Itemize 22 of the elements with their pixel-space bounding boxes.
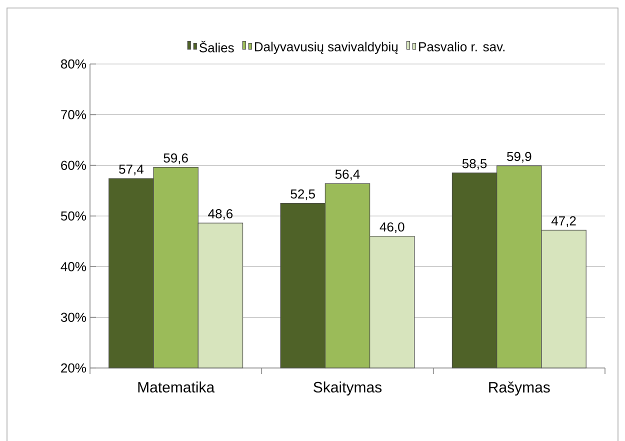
y-tick-label: 30% bbox=[60, 312, 86, 322]
data-label: 46,0 bbox=[380, 222, 404, 234]
y-tick-label: 50% bbox=[60, 211, 86, 221]
legend-label: Dalyvavusių savivaldybių bbox=[254, 42, 398, 54]
x-tick-label: Skaitymas bbox=[314, 382, 382, 396]
data-label: 52,5 bbox=[290, 189, 315, 200]
data-label: 57,4 bbox=[119, 164, 144, 176]
y-tick-label: 40% bbox=[60, 262, 86, 272]
data-label: 58,5 bbox=[462, 158, 487, 170]
data-label: 59,9 bbox=[507, 152, 532, 163]
x-tick-label: Matematika bbox=[138, 382, 215, 393]
data-label: 47,2 bbox=[551, 216, 576, 227]
y-tick-label: 80% bbox=[61, 59, 86, 69]
data-label: 56,4 bbox=[335, 170, 360, 180]
y-tick-label: 70% bbox=[61, 110, 86, 120]
x-tick-label: Rašymas bbox=[489, 382, 550, 396]
legend-label: Pasvalio r. sav. bbox=[419, 42, 504, 52]
data-label: 48,6 bbox=[208, 209, 233, 220]
data-label: 59,6 bbox=[164, 153, 188, 164]
legend-label: Šalies bbox=[200, 40, 234, 52]
y-tick-label: 20% bbox=[61, 363, 86, 373]
y-tick-label: 60% bbox=[61, 160, 86, 170]
